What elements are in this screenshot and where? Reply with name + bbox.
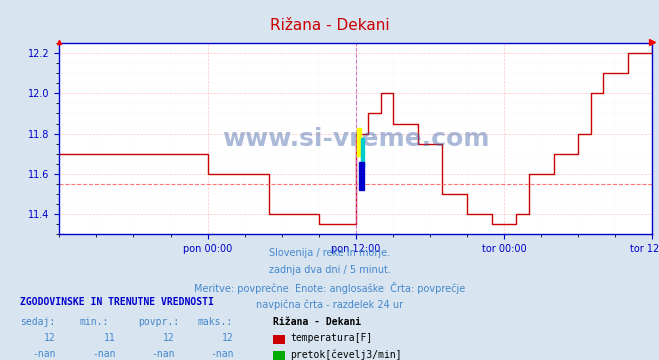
- Text: -nan: -nan: [32, 349, 56, 359]
- Text: min.:: min.:: [79, 317, 109, 327]
- Text: Rižana - Dekani: Rižana - Dekani: [273, 317, 362, 327]
- Text: ZGODOVINSKE IN TRENUTNE VREDNOSTI: ZGODOVINSKE IN TRENUTNE VREDNOSTI: [20, 297, 214, 307]
- Text: Meritve: povprečne  Enote: anglosaške  Črta: povprečje: Meritve: povprečne Enote: anglosaške Črt…: [194, 282, 465, 294]
- Text: povpr.:: povpr.:: [138, 317, 179, 327]
- Text: Rižana - Dekani: Rižana - Dekani: [270, 18, 389, 33]
- Text: -nan: -nan: [92, 349, 115, 359]
- Bar: [359, 162, 364, 190]
- Text: www.si-vreme.com: www.si-vreme.com: [222, 127, 490, 150]
- Text: navpična črta - razdelek 24 ur: navpična črta - razdelek 24 ur: [256, 299, 403, 310]
- Text: pretok[čevelj3/min]: pretok[čevelj3/min]: [290, 349, 401, 360]
- Text: temperatura[F]: temperatura[F]: [290, 333, 372, 343]
- Text: 12: 12: [44, 333, 56, 343]
- Text: 11: 11: [103, 333, 115, 343]
- Text: maks.:: maks.:: [198, 317, 233, 327]
- Bar: [360, 138, 364, 166]
- Text: 12: 12: [222, 333, 234, 343]
- Text: -nan: -nan: [151, 349, 175, 359]
- Bar: [357, 127, 361, 156]
- Text: Slovenija / reke in morje.: Slovenija / reke in morje.: [269, 248, 390, 258]
- Text: 12: 12: [163, 333, 175, 343]
- Text: -nan: -nan: [210, 349, 234, 359]
- Text: zadnja dva dni / 5 minut.: zadnja dva dni / 5 minut.: [269, 265, 390, 275]
- Text: sedaj:: sedaj:: [20, 317, 55, 327]
